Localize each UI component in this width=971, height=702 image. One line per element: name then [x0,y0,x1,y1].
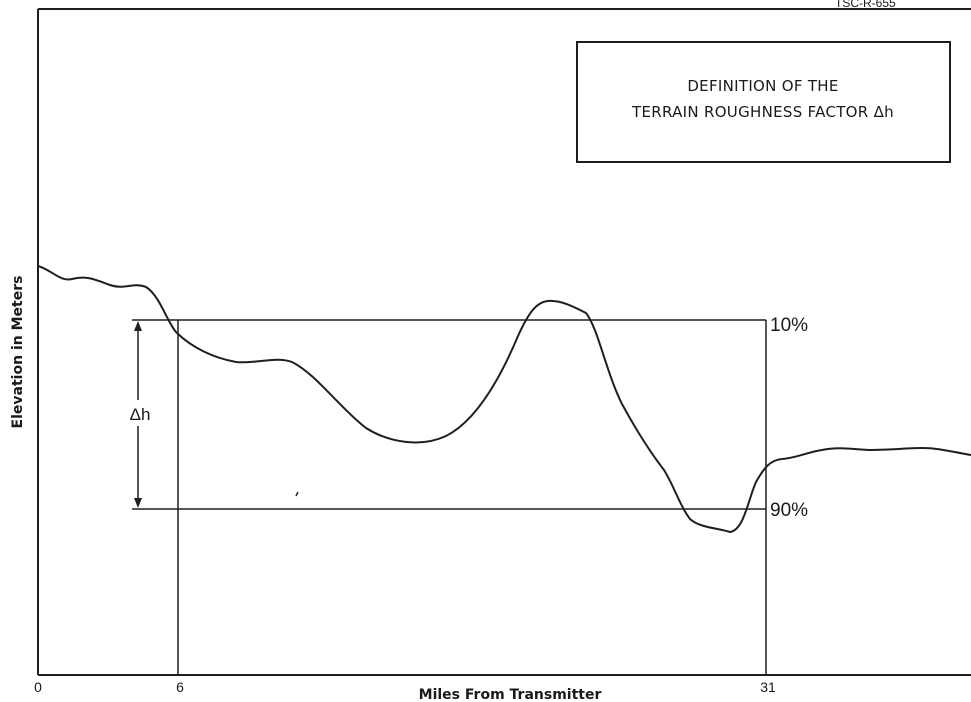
ten-percent-label: 10% [770,315,808,336]
title-box [576,41,951,163]
delta-h-label-bg [124,400,156,426]
delta-h-arrow-top [134,321,142,331]
delta-h-arrow-bottom [134,498,142,508]
y-axis-label: Elevation in Meters [10,276,26,429]
x-tick-31: 31 [760,679,776,695]
delta-h-label: Δh [130,405,151,424]
x-axis-label: Miles From Transmitter [419,687,602,702]
title-line-2: TERRAIN ROUGHNESS FACTOR Δh [631,103,894,121]
stray-mark [295,491,299,497]
x-tick-0: 0 [34,679,42,695]
x-tick-6: 6 [176,679,184,695]
terrain-profile-curve [37,265,971,534]
header-fragment: TSC-R-655 [835,0,896,10]
ninety-percent-label: 90% [770,500,808,521]
title-line-1: DEFINITION OF THE [687,77,838,95]
